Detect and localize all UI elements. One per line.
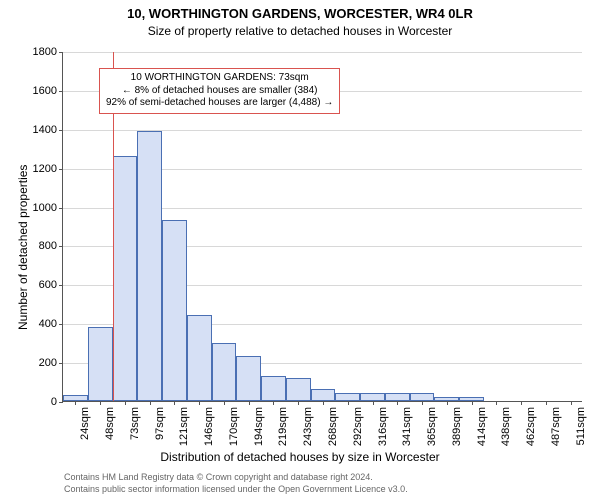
- xtick-mark: [496, 401, 497, 405]
- xtick-mark: [224, 401, 225, 405]
- annotation-line: ← 8% of detached houses are smaller (384…: [106, 85, 333, 98]
- histogram-bar: [261, 376, 286, 401]
- xtick-mark: [273, 401, 274, 405]
- histogram-bar: [137, 131, 162, 401]
- xtick-mark: [323, 401, 324, 405]
- xtick-mark: [422, 401, 423, 405]
- gridline: [63, 52, 582, 53]
- footer-line-1: Contains HM Land Registry data © Crown c…: [64, 472, 373, 482]
- ytick-mark: [59, 169, 63, 170]
- ytick-mark: [59, 52, 63, 53]
- histogram-bar: [187, 315, 212, 401]
- xtick-mark: [174, 401, 175, 405]
- footer-line-2: Contains public sector information licen…: [64, 484, 408, 494]
- xtick-mark: [546, 401, 547, 405]
- xtick-mark: [249, 401, 250, 405]
- ytick-mark: [59, 402, 63, 403]
- xtick-label: 48sqm: [104, 407, 116, 440]
- chart-subtitle: Size of property relative to detached ho…: [0, 24, 600, 38]
- xtick-label: 219sqm: [277, 407, 289, 446]
- x-axis-label: Distribution of detached houses by size …: [0, 450, 600, 464]
- xtick-label: 365sqm: [426, 407, 438, 446]
- histogram-bar: [212, 343, 237, 401]
- ytick-label: 800: [39, 240, 57, 252]
- ytick-label: 1200: [33, 163, 57, 175]
- chart-container: { "title": { "line1": "10, WORTHINGTON G…: [0, 0, 600, 500]
- ytick-mark: [59, 324, 63, 325]
- ytick-label: 600: [39, 279, 57, 291]
- histogram-bar: [88, 327, 113, 401]
- ytick-label: 1400: [33, 124, 57, 136]
- ytick-mark: [59, 246, 63, 247]
- xtick-mark: [75, 401, 76, 405]
- annotation-line: 10 WORTHINGTON GARDENS: 73sqm: [106, 72, 333, 85]
- xtick-label: 73sqm: [129, 407, 141, 440]
- ytick-label: 400: [39, 318, 57, 330]
- xtick-mark: [298, 401, 299, 405]
- xtick-label: 292sqm: [352, 407, 364, 446]
- xtick-label: 24sqm: [79, 407, 91, 440]
- ytick-label: 1600: [33, 85, 57, 97]
- xtick-label: 316sqm: [377, 407, 389, 446]
- xtick-label: 194sqm: [253, 407, 265, 446]
- xtick-label: 268sqm: [327, 407, 339, 446]
- histogram-bar: [236, 356, 261, 401]
- ytick-label: 0: [51, 396, 57, 408]
- ytick-mark: [59, 130, 63, 131]
- xtick-mark: [472, 401, 473, 405]
- xtick-label: 487sqm: [550, 407, 562, 446]
- histogram-bar: [360, 393, 385, 401]
- histogram-bar: [335, 393, 360, 401]
- histogram-bar: [410, 393, 435, 401]
- xtick-label: 462sqm: [525, 407, 537, 446]
- histogram-bar: [286, 378, 311, 401]
- xtick-label: 414sqm: [476, 407, 488, 446]
- xtick-mark: [199, 401, 200, 405]
- xtick-mark: [571, 401, 572, 405]
- xtick-label: 341sqm: [401, 407, 413, 446]
- histogram-bar: [311, 389, 336, 401]
- ytick-mark: [59, 91, 63, 92]
- xtick-label: 146sqm: [203, 407, 215, 446]
- xtick-label: 121sqm: [178, 407, 190, 446]
- ytick-mark: [59, 285, 63, 286]
- xtick-label: 170sqm: [228, 407, 240, 446]
- y-axis-label: Number of detached properties: [16, 165, 30, 330]
- xtick-label: 243sqm: [302, 407, 314, 446]
- chart-title: 10, WORTHINGTON GARDENS, WORCESTER, WR4 …: [0, 6, 600, 21]
- ytick-label: 1000: [33, 202, 57, 214]
- xtick-label: 97sqm: [154, 407, 166, 440]
- xtick-mark: [373, 401, 374, 405]
- xtick-label: 511sqm: [575, 407, 587, 445]
- xtick-label: 389sqm: [451, 407, 463, 446]
- ytick-mark: [59, 208, 63, 209]
- annotation-line: 92% of semi-detached houses are larger (…: [106, 97, 333, 110]
- xtick-mark: [125, 401, 126, 405]
- xtick-mark: [348, 401, 349, 405]
- ytick-mark: [59, 363, 63, 364]
- xtick-mark: [447, 401, 448, 405]
- xtick-mark: [100, 401, 101, 405]
- plot-area: 02004006008001000120014001600180024sqm48…: [62, 52, 582, 402]
- ytick-label: 1800: [33, 46, 57, 58]
- xtick-label: 438sqm: [500, 407, 512, 446]
- xtick-mark: [150, 401, 151, 405]
- annotation-box: 10 WORTHINGTON GARDENS: 73sqm← 8% of det…: [99, 68, 340, 114]
- xtick-mark: [397, 401, 398, 405]
- histogram-bar: [385, 393, 410, 401]
- xtick-mark: [521, 401, 522, 405]
- histogram-bar: [113, 156, 138, 401]
- histogram-bar: [162, 220, 187, 401]
- ytick-label: 200: [39, 357, 57, 369]
